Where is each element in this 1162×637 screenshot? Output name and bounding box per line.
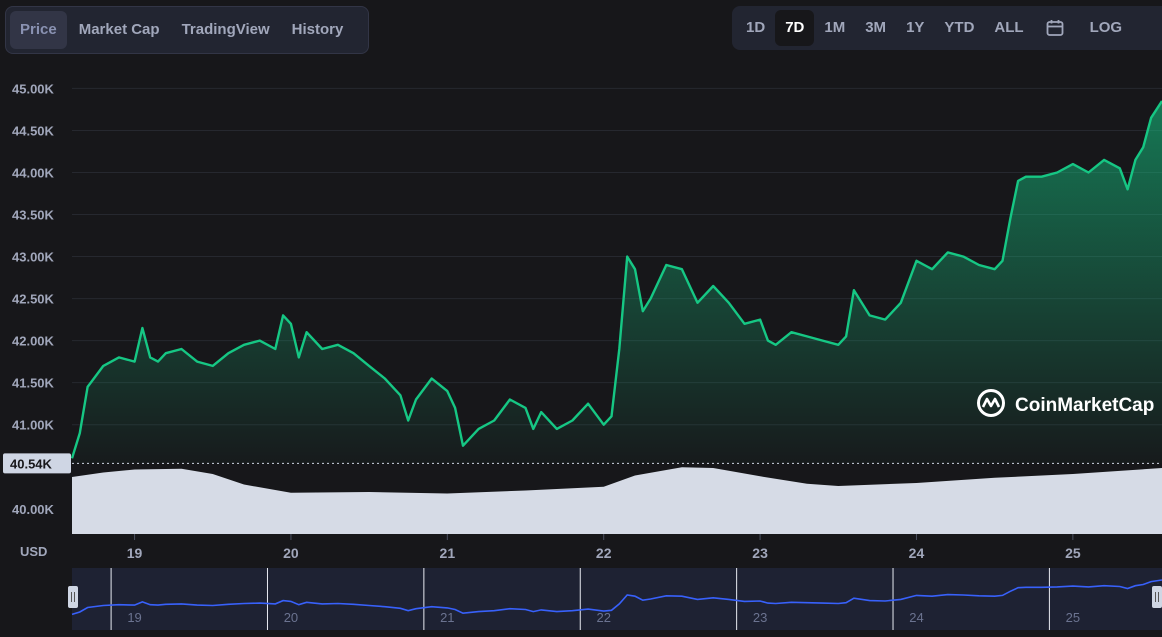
tab-market-cap[interactable]: Market Cap: [78, 21, 160, 38]
navigator-line: [71, 579, 1162, 616]
x-tick-label: 21: [440, 545, 456, 561]
x-tick-label: 19: [127, 545, 143, 561]
volume-area: [72, 467, 1162, 534]
range-7d-button[interactable]: 7D: [775, 10, 815, 46]
navigator-tick-label: 20: [284, 610, 298, 625]
tab-price[interactable]: Price: [10, 11, 67, 49]
range-1m-button[interactable]: 1M: [824, 19, 846, 36]
y-tick-label: 44.00K: [12, 165, 55, 180]
range-1y-button[interactable]: 1Y: [906, 19, 925, 36]
navigator-tick-label: 19: [127, 610, 141, 625]
price-line: [70, 100, 1162, 459]
y-tick-label: 42.50K: [12, 292, 55, 307]
range-1d-button[interactable]: 1D: [746, 19, 766, 36]
range-ytd-button[interactable]: YTD: [944, 19, 975, 36]
navigator-tick-label: 24: [909, 610, 923, 625]
x-tick-label: 22: [596, 545, 612, 561]
y-tick-label: 43.00K: [12, 250, 55, 265]
navigator-tick-label: 21: [440, 610, 454, 625]
x-tick-label: 24: [909, 545, 925, 561]
y-tick-label: 41.00K: [12, 418, 55, 433]
open-price-badge: [3, 453, 71, 474]
watermark-text: CoinMarketCap: [1015, 395, 1154, 416]
navigator-tick-label: 22: [596, 610, 610, 625]
navigator-panel[interactable]: [72, 568, 1162, 630]
range-all-button[interactable]: ALL: [994, 19, 1024, 36]
calendar-icon[interactable]: [1034, 10, 1076, 46]
y-tick-label: 44.50K: [12, 123, 55, 138]
currency-label: USD: [20, 544, 47, 559]
range-3m-button[interactable]: 3M: [865, 19, 887, 36]
y-tick-label: 45.00K: [12, 81, 55, 96]
y-tick-label: 41.50K: [12, 376, 55, 391]
navigator-left-handle[interactable]: [68, 586, 78, 608]
price-area-fill: [72, 101, 1162, 464]
navigator-right-handle[interactable]: [1152, 586, 1162, 608]
log-scale-toggle[interactable]: LOG: [1089, 19, 1123, 36]
x-tick-label: 20: [283, 545, 299, 561]
y-tick-label: 43.50K: [12, 208, 55, 223]
tab-history[interactable]: History: [291, 21, 344, 38]
x-tick-label: 23: [752, 545, 768, 561]
chart-view-tabs: Price Market Cap TradingView History: [5, 6, 369, 54]
open-price-label: 40.54K: [10, 456, 53, 471]
coinmarketcap-watermark: CoinMarketCap: [977, 389, 1154, 417]
tab-tradingview[interactable]: TradingView: [181, 21, 270, 38]
navigator-tick-label: 23: [753, 610, 767, 625]
navigator-tick-label: 25: [1066, 610, 1080, 625]
time-range-selector: 1D 7D 1M 3M 1Y YTD ALL LOG: [732, 6, 1162, 50]
coinmarketcap-logo-icon: [977, 389, 1005, 417]
y-tick-label: 42.00K: [12, 334, 55, 349]
y-tick-label: 40.00K: [12, 502, 55, 517]
x-tick-label: 25: [1065, 545, 1081, 561]
